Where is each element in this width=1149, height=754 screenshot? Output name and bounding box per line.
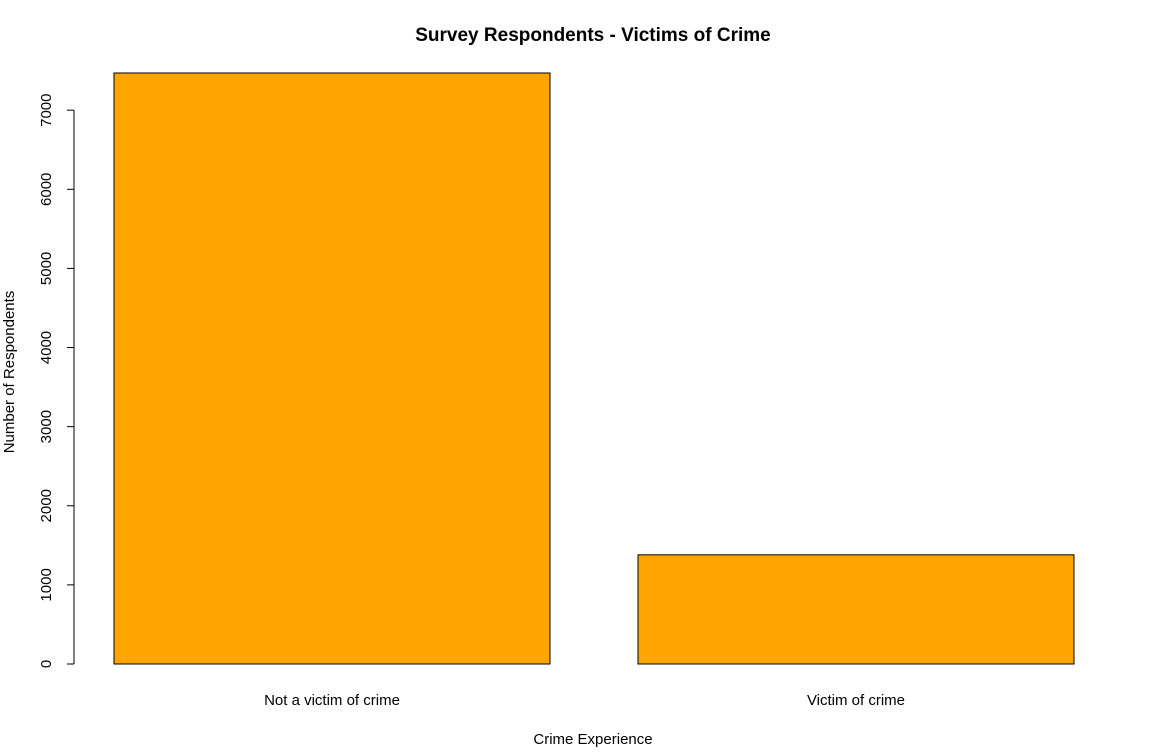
y-tick-label: 0: [38, 660, 55, 668]
x-tick-label: Not a victim of crime: [264, 692, 400, 709]
bar: [637, 554, 1075, 665]
x-axis-title: Crime Experience: [533, 731, 652, 748]
y-tick-label: 2000: [38, 489, 55, 522]
y-tick-label: 6000: [38, 173, 55, 206]
y-tick-label: 5000: [38, 252, 55, 285]
y-tick-label: 7000: [38, 93, 55, 126]
y-tick-label: 3000: [38, 410, 55, 443]
bar: [113, 72, 551, 665]
x-tick-label: Victim of crime: [807, 692, 905, 709]
chart-title: Survey Respondents - Victims of Crime: [415, 25, 770, 46]
y-tick-label: 4000: [38, 331, 55, 364]
y-axis-title: Number of Respondents: [1, 291, 18, 454]
y-tick-label: 1000: [38, 568, 55, 601]
